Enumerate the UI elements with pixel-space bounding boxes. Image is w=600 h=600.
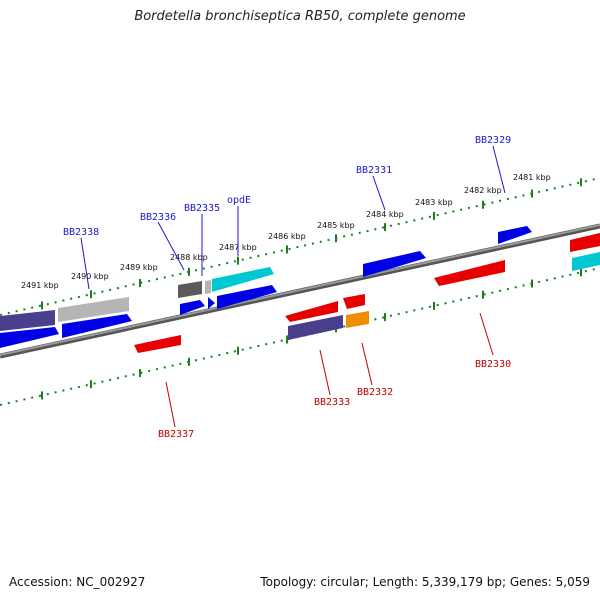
- gene-blue-5[interactable]: [363, 251, 426, 277]
- gene-orange-1[interactable]: [346, 311, 369, 328]
- gene-darkgrey-1[interactable]: [178, 281, 202, 298]
- gene-red-edge[interactable]: [570, 233, 600, 252]
- gene-lightgrey-small[interactable]: [205, 280, 211, 294]
- gene-blue-4[interactable]: [217, 285, 277, 309]
- tick-label-2482: 2482 kbp: [464, 186, 502, 195]
- summary-text: Topology: circular; Length: 5,339,179 bp…: [260, 575, 590, 589]
- gene-label-bb2330: BB2330: [475, 359, 511, 370]
- gene-red-3[interactable]: [343, 294, 365, 309]
- gene-red-1[interactable]: [134, 335, 181, 353]
- gene-blue-2[interactable]: [62, 314, 132, 338]
- gene-label-bb2331: BB2331: [356, 165, 392, 176]
- gene-blue-arrow-small[interactable]: [208, 297, 215, 309]
- gene-label-bb2335: BB2335: [184, 203, 220, 214]
- gene-red-4[interactable]: [434, 260, 505, 286]
- map-title: Bordetella bronchiseptica RB50, complete…: [134, 9, 466, 24]
- gene-label-bb2332: BB2332: [357, 387, 393, 398]
- tick-label-2486: 2486 kbp: [268, 232, 306, 241]
- gene-red-2[interactable]: [285, 301, 338, 322]
- gene-cyan-edge[interactable]: [572, 252, 600, 271]
- gene-blue-3[interactable]: [180, 300, 205, 315]
- tick-label-2481: 2481 kbp: [513, 173, 551, 182]
- tick-label-2488: 2488 kbp: [170, 253, 208, 262]
- tick-label-2485: 2485 kbp: [317, 221, 355, 230]
- gene-grey-1[interactable]: [58, 297, 129, 322]
- backbone-highlight: [0, 224, 600, 356]
- callouts-bottom: [165, 312, 494, 428]
- tick-label-2490: 2490 kbp: [71, 272, 109, 281]
- gene-label-bb2338: BB2338: [63, 227, 99, 238]
- gene-blue-1[interactable]: [0, 327, 59, 348]
- tick-track-top: [0, 177, 600, 316]
- tick-label-2491: 2491 kbp: [21, 281, 59, 290]
- major-ticks-top: [41, 178, 582, 310]
- gene-label-opde: opdE: [227, 195, 251, 206]
- gene-label-bb2333: BB2333: [314, 397, 350, 408]
- gene-cyan-1[interactable]: [212, 267, 274, 292]
- tick-label-2484: 2484 kbp: [366, 210, 404, 219]
- gene-label-bb2336: BB2336: [140, 212, 176, 223]
- accession-text: Accession: NC_002927: [9, 575, 146, 589]
- callouts-top: [80, 145, 506, 290]
- gene-purple-1[interactable]: [0, 310, 55, 331]
- gene-label-bb2337: BB2337: [158, 429, 194, 440]
- gene-label-bb2329: BB2329: [475, 135, 511, 146]
- tick-label-2489: 2489 kbp: [120, 263, 158, 272]
- tick-label-2483: 2483 kbp: [415, 198, 453, 207]
- gene-purple-2[interactable]: [288, 315, 343, 340]
- gene-blue-6[interactable]: [498, 226, 532, 244]
- tick-track-bottom: [0, 267, 600, 406]
